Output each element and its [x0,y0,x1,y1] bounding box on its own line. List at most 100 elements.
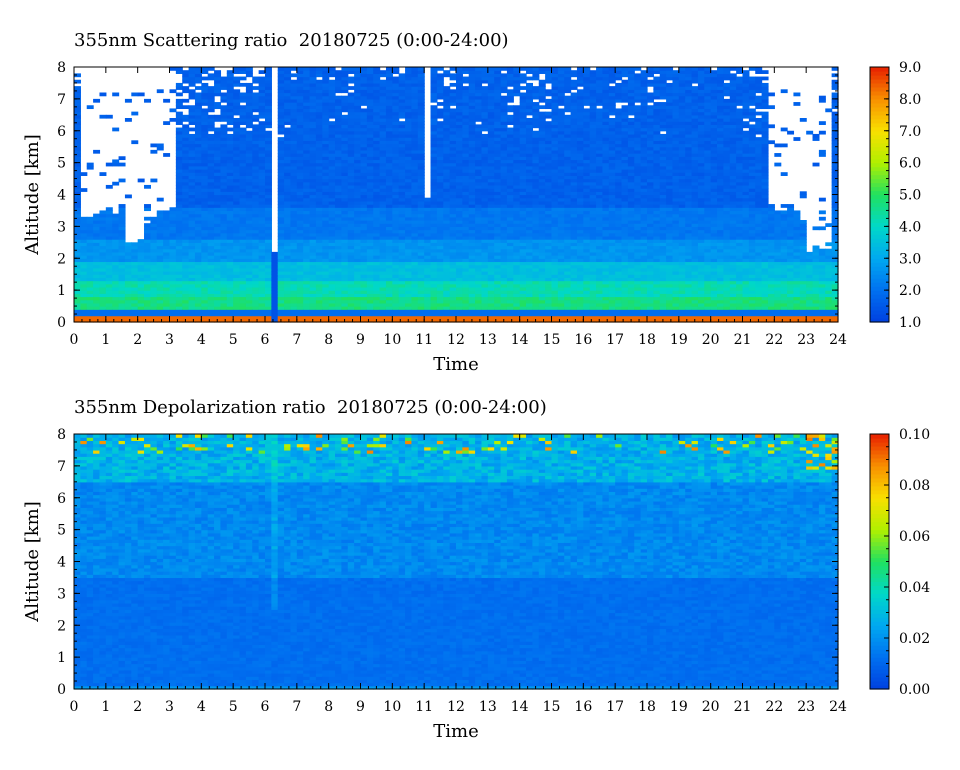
heatmap-cell [392,149,400,154]
heatmap-cell [328,127,336,132]
heatmap-cell [360,239,368,243]
heatmap-cell [360,175,368,180]
heatmap-cell [296,127,304,132]
heatmap-cell [271,315,279,320]
heatmap-cell [284,255,292,259]
heatmap-cell [411,239,419,243]
heatmap-cell [405,188,413,192]
heatmap-cell [411,200,419,205]
heatmap-cell [335,143,342,148]
heatmap-cell [526,137,533,141]
heatmap-cell [233,286,241,291]
heatmap-cell [328,146,336,151]
heatmap-cell [398,264,406,269]
heatmap-cell [207,204,215,208]
heatmap-cell [526,271,533,275]
heatmap-cell [277,293,285,298]
heatmap-cell [366,258,374,263]
heatmap-cell [366,178,374,183]
heatmap-cell [347,153,355,157]
heatmap-cell [265,235,272,240]
heatmap-cell [265,286,272,291]
heatmap-cell [373,73,381,78]
heatmap-cell [74,105,81,110]
heatmap-cell [322,302,330,307]
heatmap-cell [182,242,190,247]
heatmap-cell [462,318,470,323]
heatmap-cell [169,293,177,298]
heatmap-cell [436,309,444,314]
heatmap-cell [526,286,533,291]
heatmap-cell [226,283,234,288]
heatmap-cell [526,280,533,285]
heatmap-cell [526,178,533,183]
heatmap-cell [526,315,533,320]
heatmap-cell [532,102,540,106]
heatmap-cell [303,133,311,138]
heatmap-cell [487,98,495,103]
heatmap-cell [538,293,546,298]
heatmap-cell [328,86,336,90]
heatmap-cell [392,239,400,243]
heatmap-cell [526,111,533,116]
heatmap-cell [430,98,438,103]
heatmap-cell [385,194,393,199]
heatmap-cell [207,184,215,189]
heatmap-cell [328,248,336,253]
heatmap-cell [290,248,298,253]
heatmap-cell [487,118,495,122]
heatmap-cell [303,258,311,263]
heatmap-cell [131,242,139,247]
heatmap-cell [487,286,495,291]
heatmap-cell [245,95,253,100]
heatmap-cell [436,140,444,145]
heatmap-cell [309,197,317,202]
heatmap-cell [411,286,419,291]
heatmap-cell [475,312,483,317]
chart-title: 355nm Scattering ratio 20180725 (0:00-24… [74,30,509,51]
heatmap-cell [366,280,374,285]
heatmap-cell [385,299,393,304]
heatmap-cell [80,223,88,227]
heatmap-cell [519,76,527,81]
heatmap-cell [513,210,521,215]
heatmap-cell [500,309,508,314]
heatmap-cell [360,191,368,196]
heatmap-cell [328,162,336,167]
heatmap-cell [335,267,342,272]
heatmap-cell [156,143,164,148]
heatmap-cell [144,302,151,307]
heatmap-cell [303,248,311,253]
heatmap-cell [175,267,183,272]
heatmap-cell [449,226,457,231]
heatmap-cell [456,318,463,323]
heatmap-cell [532,184,540,189]
heatmap-cell [341,102,349,106]
heatmap-cell [379,153,387,157]
heatmap-cell [74,108,81,113]
heatmap-cell [443,143,451,148]
heatmap-cell [366,73,374,78]
heatmap-cell [347,181,355,186]
heatmap-cell [379,156,387,161]
heatmap-cell [194,210,202,215]
heatmap-cell [233,194,241,199]
heatmap-cell [494,271,502,275]
heatmap-cell [328,92,336,97]
heatmap-cell [169,89,177,94]
heatmap-cell [436,280,444,285]
heatmap-cell [449,143,457,148]
heatmap-cell [373,172,381,176]
heatmap-cell [296,271,304,275]
heatmap-cell [449,127,457,132]
heatmap-cell [315,191,323,196]
heatmap-cell [239,121,247,125]
heatmap-cell [93,280,101,285]
heatmap-cell [481,216,489,221]
heatmap-cell [74,239,81,243]
heatmap-cell [290,102,298,106]
heatmap-cell [169,232,177,237]
heatmap-cell [214,105,222,110]
heatmap-cell [481,76,489,81]
heatmap-cell [182,191,190,196]
